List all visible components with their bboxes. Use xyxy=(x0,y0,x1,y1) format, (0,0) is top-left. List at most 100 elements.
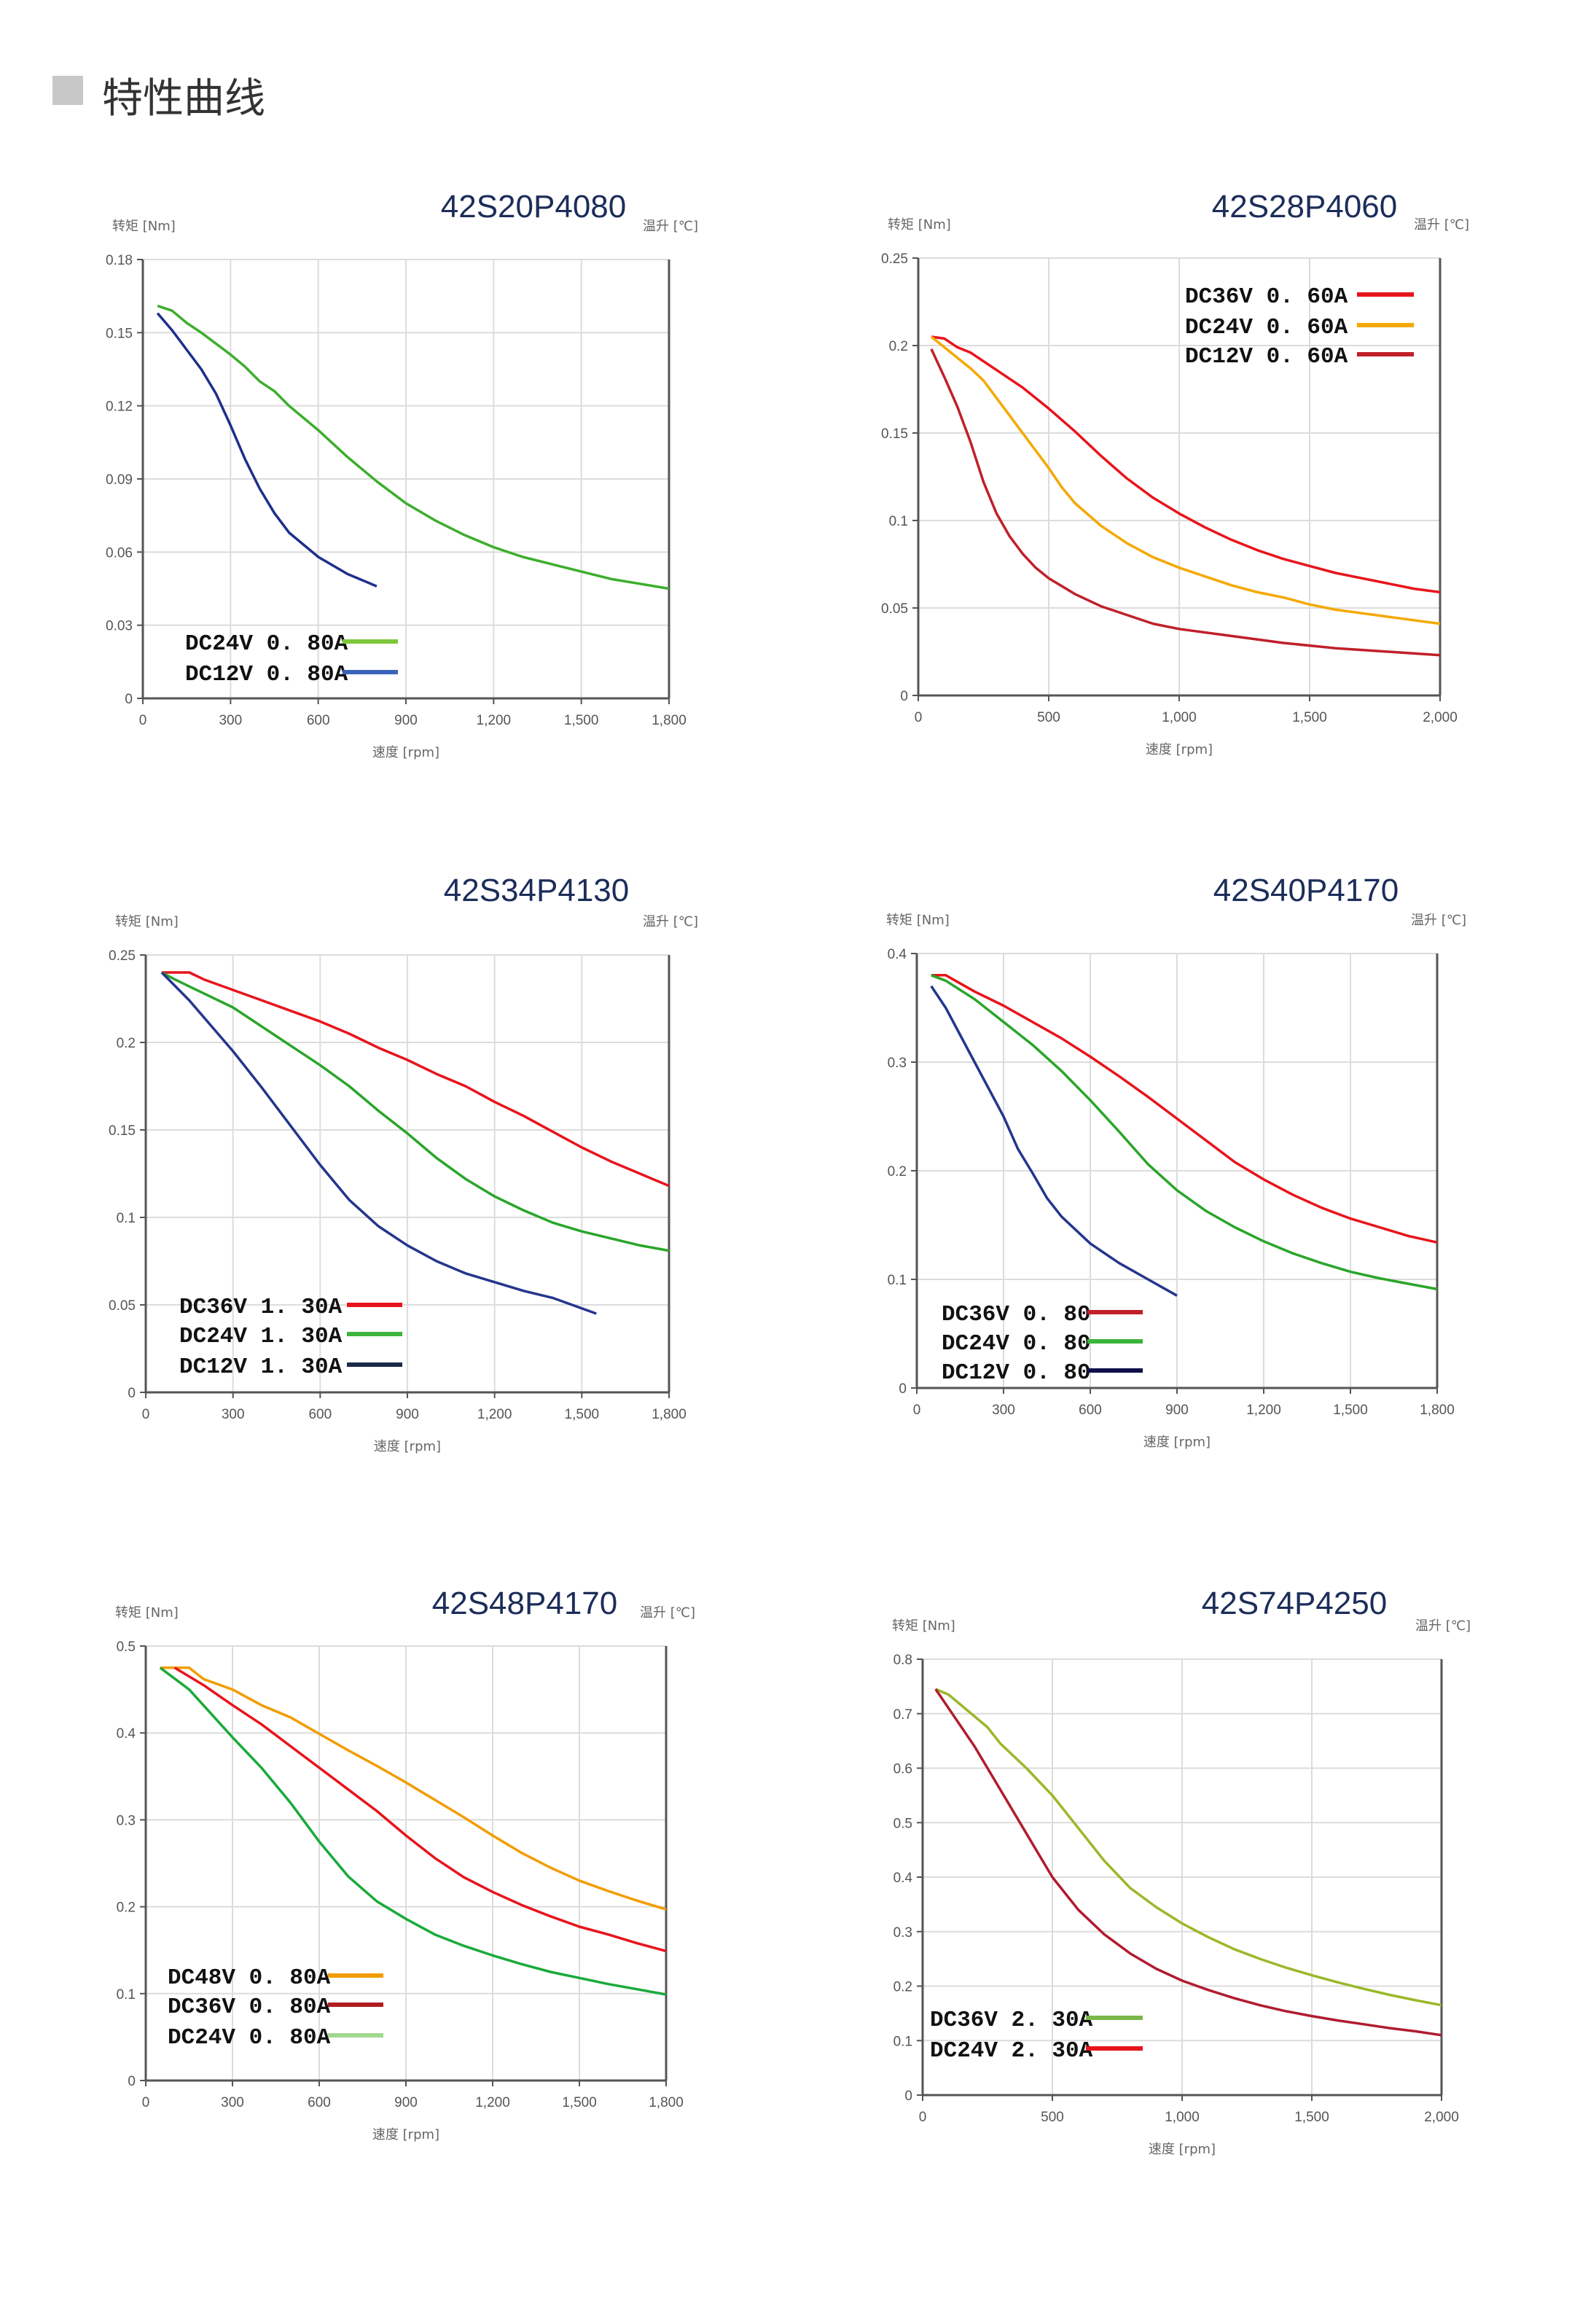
x-tick-label: 1,500 xyxy=(564,713,599,728)
x-tick-label: 0 xyxy=(142,2095,150,2110)
legend-label: DC36V 0. 80 xyxy=(942,1302,1091,1327)
chart-2: 0 0.05 0.1 0.15 0.2 0.25 0 300 600 900 1,200 1,500 1… xyxy=(109,873,698,1454)
y-tick-label: 0.05 xyxy=(109,1298,136,1314)
y2-axis-label: 温升 [℃] xyxy=(1411,913,1466,928)
y-tick-label: 0.06 xyxy=(106,545,133,561)
x-tick-label: 900 xyxy=(1165,1403,1189,1418)
y-tick-label: 0 xyxy=(128,2074,136,2089)
x-axis-label: 速度 [rpm] xyxy=(1146,742,1213,757)
x-tick-label: 0 xyxy=(913,1403,921,1418)
x-tick-label: 1,000 xyxy=(1165,2110,1200,2125)
y-tick-label: 0.3 xyxy=(888,1056,907,1071)
x-tick-label: 1,200 xyxy=(475,2095,510,2110)
x-tick-label: 600 xyxy=(1079,1403,1102,1418)
x-tick-label: 2,000 xyxy=(1424,2110,1459,2125)
y-tick-label: 0.8 xyxy=(893,1653,912,1668)
chart-3: 0 0.1 0.2 0.3 0.4 0 300 600 900 1,200 1,500 1,800 42… xyxy=(886,873,1466,1450)
x-tick-label: 1,800 xyxy=(1420,1403,1455,1418)
y-tick-label: 0.6 xyxy=(893,1762,912,1777)
series-line-1 xyxy=(173,1666,667,1953)
series-line-2 xyxy=(160,971,597,1315)
legend-label: DC24V 0. 60A xyxy=(1185,315,1348,340)
series-line-2 xyxy=(930,985,1178,1297)
series-line-0 xyxy=(931,974,1438,1244)
y-tick-label: 0.4 xyxy=(893,1871,913,1886)
x-tick-label: 1,200 xyxy=(477,713,512,728)
y-tick-label: 0.15 xyxy=(106,326,133,341)
legend-label: DC36V 0. 80A xyxy=(168,1994,331,2020)
x-tick-label: 600 xyxy=(308,1407,332,1422)
x-axis-label: 速度 [rpm] xyxy=(1149,2142,1216,2157)
legend-label: DC12V 0. 80A xyxy=(185,662,348,687)
y-tick-label: 0 xyxy=(125,692,133,707)
y-tick-label: 0.1 xyxy=(117,1211,136,1226)
y-tick-label: 0 xyxy=(899,1381,907,1397)
y-tick-label: 0.12 xyxy=(106,399,133,415)
chart-title: 42S20P4080 xyxy=(441,189,626,225)
x-tick-label: 0 xyxy=(915,710,923,725)
chart-0: 0 0.03 0.06 0.09 0.12 0.15 0.18 0 300 600 900 1,200… xyxy=(106,189,698,760)
x-tick-label: 500 xyxy=(1041,2110,1064,2125)
y-tick-label: 0 xyxy=(904,2089,912,2104)
chart-1: 0 0.05 0.1 0.15 0.2 0.25 0 500 1,000 1,500 2,000 42… xyxy=(881,189,1469,757)
chart-title: 42S34P4130 xyxy=(444,873,629,908)
x-tick-label: 1,500 xyxy=(565,1407,600,1422)
y-axis-label: 转矩 [Nm] xyxy=(888,217,951,233)
y-tick-label: 0.1 xyxy=(889,514,908,529)
x-tick-label: 300 xyxy=(992,1403,1015,1418)
x-tick-label: 300 xyxy=(222,1407,245,1422)
x-axis-label: 速度 [rpm] xyxy=(372,2127,439,2142)
y-tick-label: 0.4 xyxy=(117,1726,136,1742)
x-tick-label: 1,200 xyxy=(477,1407,512,1422)
y-tick-label: 0.5 xyxy=(893,1816,912,1831)
legend-label: DC24V 2. 30A xyxy=(930,2038,1093,2064)
y2-axis-label: 温升 [℃] xyxy=(640,1605,695,1621)
series-line-1 xyxy=(161,971,670,1252)
x-tick-label: 2,000 xyxy=(1423,710,1458,725)
x-tick-label: 0 xyxy=(919,2110,927,2125)
series-line-1 xyxy=(931,974,1438,1291)
chart-title: 42S28P4060 xyxy=(1212,189,1397,225)
series-line-0 xyxy=(161,971,670,1188)
section-title: 特性曲线 xyxy=(102,75,265,122)
series-line-1 xyxy=(156,312,378,588)
x-tick-label: 900 xyxy=(394,2095,418,2110)
x-tick-label: 1,800 xyxy=(652,1407,687,1422)
x-tick-label: 1,500 xyxy=(1292,710,1327,725)
x-tick-label: 0 xyxy=(142,1407,150,1422)
y-tick-label: 0.1 xyxy=(888,1273,907,1288)
x-tick-label: 300 xyxy=(221,2095,244,2110)
y-tick-label: 0.05 xyxy=(881,601,908,617)
y-axis-label: 转矩 [Nm] xyxy=(115,1605,179,1621)
series-line-0 xyxy=(935,1688,1442,2007)
x-tick-label: 500 xyxy=(1037,710,1060,725)
y-tick-label: 0.15 xyxy=(109,1123,136,1139)
series-line-0 xyxy=(157,304,670,590)
x-tick-label: 300 xyxy=(219,713,242,728)
chart-title: 42S40P4170 xyxy=(1213,873,1399,908)
y-tick-label: 0.5 xyxy=(117,1639,136,1655)
y-tick-label: 0.25 xyxy=(881,251,908,267)
x-axis-label: 速度 [rpm] xyxy=(1143,1435,1211,1450)
legend-label: DC12V 0. 80 xyxy=(942,1360,1091,1386)
legend-label: DC48V 0. 80A xyxy=(168,1965,331,1991)
x-tick-label: 1,800 xyxy=(649,2095,684,2110)
series-line-0 xyxy=(160,1666,667,1911)
x-tick-label: 600 xyxy=(308,2095,331,2110)
x-tick-label: 1,500 xyxy=(1333,1403,1368,1418)
y-tick-label: 0.1 xyxy=(893,2034,912,2049)
y2-axis-label: 温升 [℃] xyxy=(643,914,698,929)
y-tick-label: 0.3 xyxy=(117,1813,136,1828)
y-tick-label: 0.3 xyxy=(893,1925,912,1941)
series-line-2 xyxy=(159,1666,667,1996)
y-axis-label: 转矩 [Nm] xyxy=(115,914,179,929)
legend-label: DC12V 1. 30A xyxy=(179,1354,343,1380)
y-axis-label: 转矩 [Nm] xyxy=(112,219,176,234)
x-tick-label: 1,200 xyxy=(1246,1403,1281,1418)
y2-axis-label: 温升 [℃] xyxy=(643,219,698,234)
y-tick-label: 0.4 xyxy=(888,947,907,962)
legend-label: DC36V 2. 30A xyxy=(930,2008,1093,2033)
x-tick-label: 1,500 xyxy=(562,2095,597,2110)
legend-label: DC24V 0. 80 xyxy=(942,1331,1091,1357)
